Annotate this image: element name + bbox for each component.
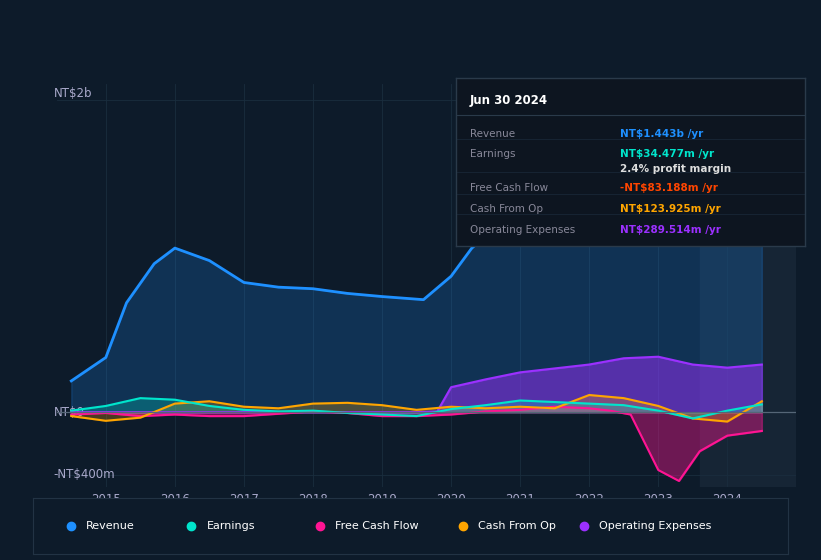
Text: Operating Expenses: Operating Expenses	[599, 521, 712, 531]
Text: Cash From Op: Cash From Op	[479, 521, 557, 531]
Bar	[699, 84, 810, 487]
Text: Jun 30 2024: Jun 30 2024	[470, 94, 548, 106]
Text: 2.4% profit margin: 2.4% profit margin	[620, 164, 731, 174]
Text: -NT$400m: -NT$400m	[54, 468, 116, 481]
Text: Revenue: Revenue	[85, 521, 135, 531]
Text: NT$123.925m /yr: NT$123.925m /yr	[620, 204, 720, 214]
Text: NT$0: NT$0	[54, 405, 85, 419]
Text: Free Cash Flow: Free Cash Flow	[470, 183, 548, 193]
Text: Free Cash Flow: Free Cash Flow	[335, 521, 419, 531]
Text: NT$34.477m /yr: NT$34.477m /yr	[620, 149, 713, 159]
Text: Earnings: Earnings	[470, 149, 515, 159]
Text: Earnings: Earnings	[207, 521, 255, 531]
Text: Revenue: Revenue	[470, 129, 515, 139]
Text: NT$2b: NT$2b	[54, 87, 92, 100]
Text: NT$1.443b /yr: NT$1.443b /yr	[620, 129, 703, 139]
Text: Operating Expenses: Operating Expenses	[470, 225, 575, 235]
Text: Cash From Op: Cash From Op	[470, 204, 543, 214]
Text: -NT$83.188m /yr: -NT$83.188m /yr	[620, 183, 718, 193]
Text: NT$289.514m /yr: NT$289.514m /yr	[620, 225, 721, 235]
